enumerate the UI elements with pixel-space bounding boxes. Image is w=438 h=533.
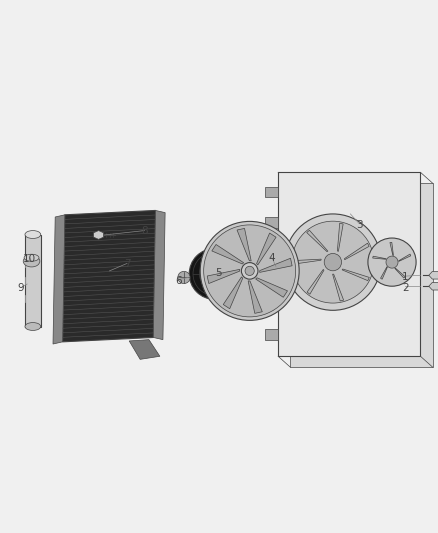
Polygon shape xyxy=(223,277,243,309)
Polygon shape xyxy=(344,243,369,260)
Circle shape xyxy=(241,263,258,279)
Polygon shape xyxy=(399,254,411,262)
Polygon shape xyxy=(381,266,388,279)
Ellipse shape xyxy=(25,231,41,238)
Text: 8: 8 xyxy=(141,227,148,237)
Polygon shape xyxy=(373,256,386,259)
Circle shape xyxy=(204,225,296,317)
Polygon shape xyxy=(237,229,251,261)
Polygon shape xyxy=(307,230,328,252)
Polygon shape xyxy=(257,233,276,265)
Circle shape xyxy=(245,266,254,276)
Polygon shape xyxy=(395,268,405,278)
Bar xyxy=(265,257,278,268)
Polygon shape xyxy=(332,274,344,301)
Bar xyxy=(265,292,278,302)
Circle shape xyxy=(386,256,398,268)
Ellipse shape xyxy=(25,322,41,330)
Circle shape xyxy=(292,221,374,303)
Text: 6: 6 xyxy=(175,276,182,286)
Bar xyxy=(265,217,278,228)
Text: 4: 4 xyxy=(268,253,275,263)
Polygon shape xyxy=(260,259,292,272)
Polygon shape xyxy=(94,231,103,239)
Circle shape xyxy=(178,271,190,284)
Polygon shape xyxy=(256,278,287,297)
Text: 5: 5 xyxy=(215,268,223,278)
Polygon shape xyxy=(53,215,65,344)
Text: 3: 3 xyxy=(356,220,363,230)
Text: 7: 7 xyxy=(124,260,131,269)
Circle shape xyxy=(200,221,299,320)
Polygon shape xyxy=(207,269,240,284)
Ellipse shape xyxy=(23,255,40,267)
Polygon shape xyxy=(212,245,244,264)
Ellipse shape xyxy=(24,254,39,261)
Bar xyxy=(265,329,278,340)
Polygon shape xyxy=(290,183,433,367)
Text: 1: 1 xyxy=(402,272,409,282)
Polygon shape xyxy=(307,269,324,294)
Bar xyxy=(265,187,278,197)
Polygon shape xyxy=(390,243,393,255)
Polygon shape xyxy=(278,172,420,356)
Circle shape xyxy=(189,248,240,300)
Circle shape xyxy=(368,238,416,286)
Circle shape xyxy=(324,254,342,271)
Polygon shape xyxy=(248,281,262,313)
Circle shape xyxy=(285,214,381,310)
Polygon shape xyxy=(429,282,438,290)
Text: 9: 9 xyxy=(18,284,25,293)
Polygon shape xyxy=(429,271,438,279)
Polygon shape xyxy=(129,340,160,359)
Polygon shape xyxy=(63,211,155,342)
Polygon shape xyxy=(337,223,343,252)
Polygon shape xyxy=(153,211,165,340)
Bar xyxy=(25,235,41,327)
Polygon shape xyxy=(293,259,321,264)
Text: 10: 10 xyxy=(23,254,36,264)
Text: 2: 2 xyxy=(402,282,409,293)
Polygon shape xyxy=(342,269,369,281)
